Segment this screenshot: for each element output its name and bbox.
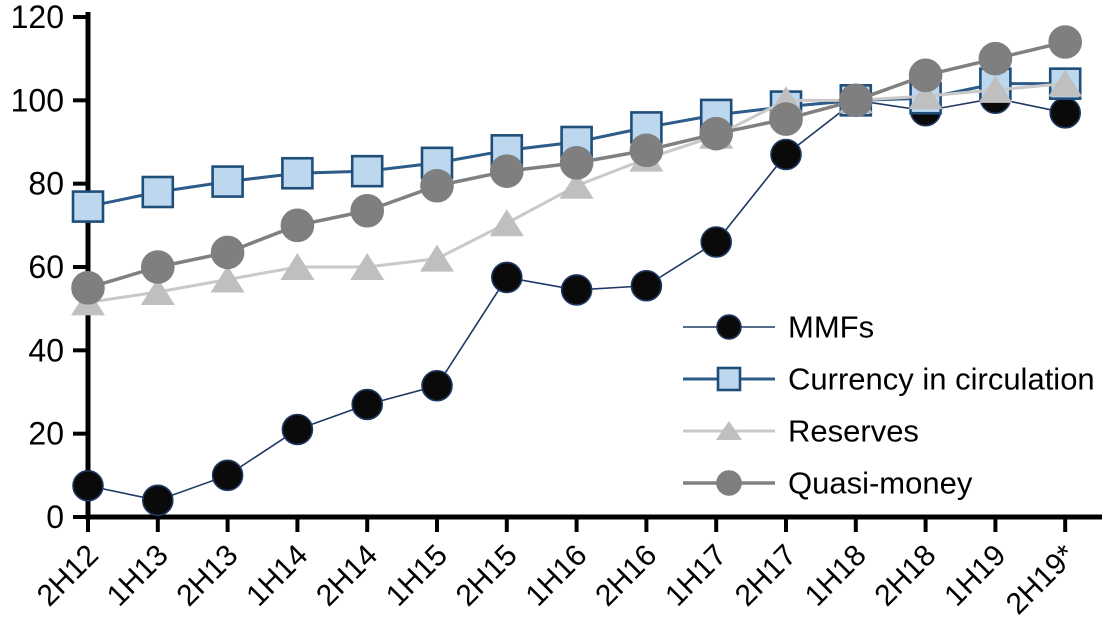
- marker-quasi-money: [978, 41, 1013, 76]
- y-tick-label: 20: [28, 416, 64, 452]
- legend-marker-currency-in-circulation: [716, 366, 742, 392]
- marker-reserves: [420, 244, 454, 272]
- marker-quasi-money: [1048, 25, 1082, 59]
- marker-reserves: [489, 209, 524, 237]
- marker-quasi-money: [420, 168, 454, 203]
- marker-quasi-money: [210, 235, 245, 270]
- marker-quasi-money: [280, 208, 315, 243]
- x-tick-label: 1H13: [101, 539, 175, 613]
- marker-mmfs: [211, 459, 244, 492]
- marker-mmfs: [421, 369, 453, 402]
- x-tick-label: 2H14: [310, 539, 384, 613]
- marker-currency-in-circulation: [281, 156, 314, 190]
- series-mmfs: [72, 82, 1081, 517]
- marker-quasi-money: [71, 271, 105, 305]
- x-tick-label: 2H16: [589, 539, 663, 613]
- marker-mmfs: [700, 226, 733, 258]
- marker-mmfs: [1049, 97, 1081, 129]
- x-tick-label: 2H17: [729, 539, 803, 613]
- marker-mmfs: [560, 274, 593, 306]
- legend-item-reserves: Reserves: [683, 414, 919, 449]
- y-tick-label: 40: [28, 332, 64, 368]
- legend: MMFs Currency in circulation Reserves Quasi…: [683, 310, 1095, 501]
- marker-mmfs: [142, 484, 174, 517]
- marker-reserves: [140, 278, 175, 305]
- marker-mmfs: [351, 388, 384, 421]
- legend-label-mmfs: MMFs: [788, 310, 874, 345]
- y-tick-label: 60: [28, 249, 64, 285]
- marker-reserves: [350, 253, 385, 280]
- marker-quasi-money: [350, 193, 385, 228]
- legend-marker-mmfs: [716, 314, 742, 340]
- legend-marker-reserves: [716, 421, 742, 440]
- legend-label-currency-in-circulation: Currency in circulation: [788, 362, 1095, 397]
- marker-reserves: [559, 171, 594, 199]
- x-tick-label: 2H19*: [1000, 538, 1083, 621]
- legend-label-reserves: Reserves: [788, 414, 919, 449]
- legend-item-mmfs: MMFs: [683, 310, 874, 345]
- x-tick-label: 1H16: [520, 539, 594, 613]
- x-tick-label: 1H17: [659, 539, 733, 613]
- legend-item-quasi-money: Quasi-money: [683, 466, 973, 501]
- marker-mmfs: [72, 469, 104, 502]
- x-tick-label: 2H15: [450, 539, 524, 613]
- marker-mmfs: [281, 413, 314, 446]
- marker-quasi-money: [908, 58, 943, 93]
- marker-quasi-money: [559, 146, 594, 180]
- x-tick-label: 2H12: [31, 539, 105, 613]
- marker-mmfs: [490, 261, 523, 294]
- marker-quasi-money: [838, 83, 873, 118]
- x-tick-label: 2H13: [171, 539, 245, 613]
- y-tick-label: 0: [46, 499, 64, 535]
- marker-quasi-money: [769, 102, 803, 136]
- marker-reserves: [210, 265, 245, 293]
- x-tick-label: 1H14: [240, 539, 314, 613]
- marker-currency-in-circulation: [211, 165, 244, 198]
- legend-marker-quasi-money: [716, 470, 742, 496]
- marker-quasi-money: [489, 154, 524, 188]
- marker-quasi-money: [141, 250, 175, 284]
- marker-reserves: [280, 253, 315, 280]
- legend-label-quasi-money: Quasi-money: [788, 466, 973, 501]
- y-tick-label: 100: [11, 82, 64, 118]
- marker-quasi-money: [629, 133, 664, 168]
- marker-mmfs: [630, 269, 663, 302]
- marker-mmfs: [770, 138, 802, 171]
- marker-reserves: [978, 75, 1013, 103]
- marker-reserves: [908, 82, 943, 110]
- x-tick-label: 1H15: [380, 539, 454, 613]
- marker-currency-in-circulation: [141, 175, 175, 209]
- marker-quasi-money: [699, 116, 734, 151]
- y-tick-label: 120: [11, 0, 64, 35]
- y-tick-label: 80: [28, 166, 64, 202]
- x-tick-label: 1H19: [938, 539, 1012, 613]
- series-quasi-money: [71, 25, 1082, 305]
- x-tick-label: 2H18: [869, 539, 943, 613]
- marker-currency-in-circulation: [71, 190, 105, 223]
- x-tick-label: 1H18: [799, 539, 873, 613]
- legend-item-currency-in-circulation: Currency in circulation: [683, 362, 1095, 397]
- marker-currency-in-circulation: [350, 154, 384, 188]
- marker-reserves: [1048, 69, 1083, 97]
